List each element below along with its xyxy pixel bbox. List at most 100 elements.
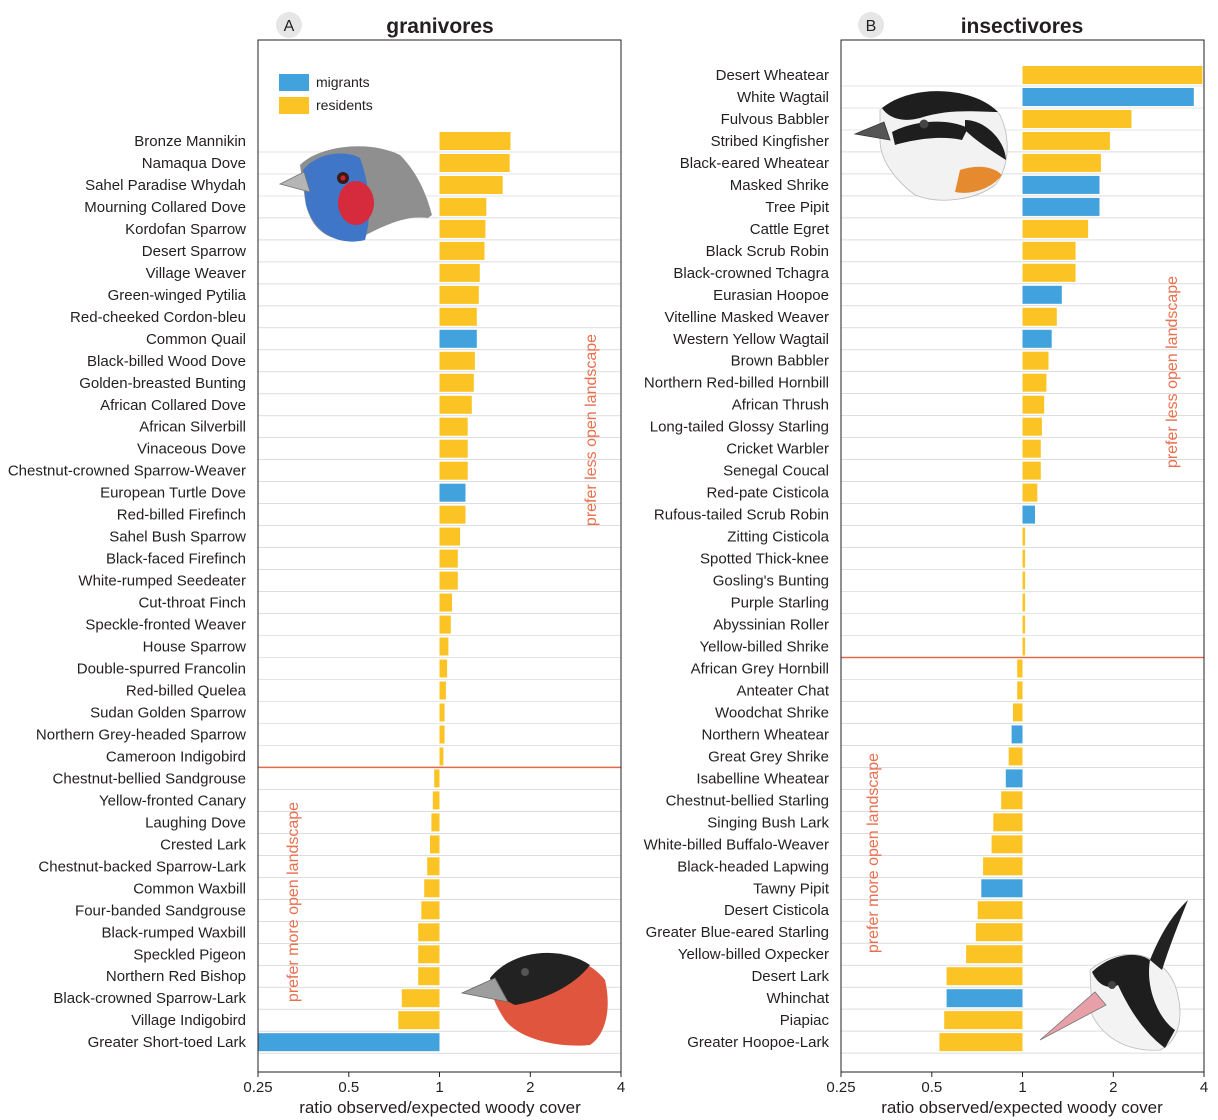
category-label-granivores-22: Speckle-fronted Weaver bbox=[85, 617, 246, 634]
bar-granivores-23 bbox=[439, 637, 449, 656]
bar-insectivores-39 bbox=[975, 923, 1023, 942]
bar-granivores-28 bbox=[439, 747, 444, 766]
bar-insectivores-9 bbox=[1022, 263, 1076, 282]
category-label-granivores-32: Crested Lark bbox=[160, 836, 246, 853]
category-label-granivores-11: Golden-breasted Bunting bbox=[79, 375, 246, 392]
x-tick-label: 4 bbox=[1200, 1079, 1208, 1096]
x-axis-title-insectivores: ratio observed/expected woody cover bbox=[881, 1098, 1163, 1117]
bar-granivores-6 bbox=[439, 263, 480, 282]
category-label-insectivores-4: Black-eared Wheatear bbox=[680, 155, 829, 172]
category-label-insectivores-34: Singing Bush Lark bbox=[707, 814, 829, 831]
legend-swatch-migrants bbox=[279, 74, 309, 91]
bar-granivores-19 bbox=[439, 549, 458, 568]
bar-insectivores-27 bbox=[1017, 659, 1023, 678]
category-label-insectivores-11: Vitelline Masked Weaver bbox=[664, 309, 829, 326]
x-tick-label: 0.25 bbox=[243, 1079, 272, 1096]
x-axis-insectivores: 0.25 0.5 1 2 4 bbox=[826, 1072, 1208, 1096]
category-label-insectivores-22: Spotted Thick-knee bbox=[700, 551, 829, 568]
category-label-insectivores-44: Greater Hoopoe-Lark bbox=[687, 1034, 829, 1051]
bar-insectivores-37 bbox=[981, 879, 1023, 898]
panel-insectivores: Desert Wheatear White Wagtail Fulvous Babb… bbox=[644, 12, 1208, 1117]
category-label-insectivores-9: Black-crowned Tchagra bbox=[673, 265, 829, 282]
panel-letter-b: B bbox=[866, 18, 877, 35]
bird-illustration-blue-waxbill bbox=[278, 146, 432, 242]
category-label-insectivores-13: Brown Babbler bbox=[731, 353, 829, 370]
panel-letter-a: A bbox=[284, 18, 295, 35]
annotation-more-open-granivores: prefer more open landscape bbox=[285, 802, 302, 1002]
category-label-granivores-12: African Collared Dove bbox=[100, 397, 246, 414]
category-label-granivores-36: Black-rumped Waxbill bbox=[102, 924, 247, 941]
bar-granivores-31 bbox=[431, 813, 440, 832]
category-label-insectivores-25: Abyssinian Roller bbox=[713, 617, 829, 634]
category-label-insectivores-8: Black Scrub Robin bbox=[706, 243, 829, 260]
bar-insectivores-0 bbox=[1022, 66, 1203, 84]
x-axis-title-granivores: ratio observed/expected woody cover bbox=[299, 1098, 581, 1117]
category-labels-insectivores: Desert Wheatear White Wagtail Fulvous Babb… bbox=[644, 67, 830, 1051]
bar-insectivores-29 bbox=[1013, 703, 1023, 722]
bar-granivores-1 bbox=[439, 154, 510, 172]
category-label-insectivores-18: Senegal Coucal bbox=[723, 463, 829, 480]
category-label-insectivores-21: Zitting Cisticola bbox=[727, 529, 829, 546]
bar-insectivores-15 bbox=[1022, 395, 1045, 414]
bar-insectivores-42 bbox=[946, 989, 1023, 1008]
category-label-granivores-28: Cameroon Indigobird bbox=[106, 748, 246, 765]
bar-insectivores-30 bbox=[1011, 725, 1023, 744]
category-label-insectivores-23: Gosling's Bunting bbox=[713, 573, 829, 590]
bar-granivores-21 bbox=[439, 593, 452, 612]
category-label-insectivores-31: Great Grey Shrike bbox=[708, 748, 829, 765]
category-label-insectivores-35: White-billed Buffalo-Weaver bbox=[644, 836, 829, 853]
category-label-insectivores-39: Greater Blue-eared Starling bbox=[646, 924, 829, 941]
category-label-granivores-39: Black-crowned Sparrow-Lark bbox=[53, 990, 246, 1007]
category-label-insectivores-26: Yellow-billed Shrike bbox=[699, 639, 829, 656]
category-label-insectivores-6: Tree Pipit bbox=[765, 199, 829, 216]
bar-insectivores-11 bbox=[1022, 307, 1057, 326]
bird-illustration-masked-shrike bbox=[853, 91, 1008, 201]
bar-granivores-17 bbox=[439, 505, 466, 524]
x-tick-label: 0.25 bbox=[826, 1079, 855, 1096]
bar-insectivores-21 bbox=[1022, 527, 1026, 546]
category-label-granivores-35: Four-banded Sandgrouse bbox=[75, 902, 246, 919]
category-label-insectivores-7: Cattle Egret bbox=[750, 221, 830, 238]
annotation-more-open-insectivores: prefer more open landscape bbox=[865, 753, 882, 953]
category-label-insectivores-12: Western Yellow Wagtail bbox=[673, 331, 829, 348]
category-label-granivores-23: House Sparrow bbox=[143, 639, 247, 656]
category-label-insectivores-5: Masked Shrike bbox=[730, 177, 829, 194]
category-label-granivores-20: White-rumped Seedeater bbox=[78, 573, 246, 590]
category-label-granivores-40: Village Indigobird bbox=[131, 1012, 246, 1029]
x-tick-label: 0.5 bbox=[921, 1079, 942, 1096]
annotation-less-open-granivores: prefer less open landscape bbox=[583, 334, 600, 526]
bar-granivores-27 bbox=[439, 725, 445, 744]
bar-insectivores-10 bbox=[1022, 285, 1062, 304]
bar-granivores-22 bbox=[439, 615, 451, 634]
legend-label-migrants: migrants bbox=[316, 74, 370, 90]
category-label-granivores-3: Mourning Collared Dove bbox=[84, 199, 246, 216]
category-label-insectivores-16: Long-tailed Glossy Starling bbox=[650, 419, 829, 436]
category-label-insectivores-27: African Grey Hornbill bbox=[691, 661, 829, 678]
category-label-insectivores-42: Whinchat bbox=[766, 990, 829, 1007]
bar-granivores-32 bbox=[430, 835, 440, 854]
category-label-granivores-19: Black-faced Firefinch bbox=[106, 551, 246, 568]
bar-granivores-7 bbox=[439, 285, 479, 304]
bar-granivores-12 bbox=[439, 395, 472, 414]
category-label-granivores-31: Laughing Dove bbox=[145, 814, 246, 831]
panel-title-granivores: granivores bbox=[386, 15, 493, 38]
bar-granivores-8 bbox=[439, 307, 477, 326]
bar-insectivores-2 bbox=[1022, 110, 1132, 128]
category-label-granivores-21: Cut-throat Finch bbox=[138, 595, 246, 612]
category-label-insectivores-19: Red-pate Cisticola bbox=[706, 485, 829, 502]
category-label-granivores-33: Chestnut-backed Sparrow-Lark bbox=[38, 858, 246, 875]
bar-granivores-16 bbox=[439, 483, 466, 502]
bar-insectivores-32 bbox=[1005, 769, 1023, 788]
bar-granivores-26 bbox=[439, 703, 445, 722]
category-label-granivores-15: Chestnut-crowned Sparrow-Weaver bbox=[8, 463, 246, 480]
bar-insectivores-20 bbox=[1022, 505, 1035, 524]
bar-insectivores-19 bbox=[1022, 483, 1038, 502]
bar-insectivores-28 bbox=[1017, 681, 1023, 700]
bar-granivores-13 bbox=[439, 417, 468, 436]
category-label-insectivores-32: Isabelline Wheatear bbox=[696, 770, 829, 787]
bar-granivores-37 bbox=[418, 945, 440, 964]
bar-insectivores-40 bbox=[966, 945, 1023, 964]
category-label-granivores-34: Common Waxbill bbox=[133, 880, 246, 897]
category-label-insectivores-3: Stribed Kingfisher bbox=[711, 133, 829, 150]
